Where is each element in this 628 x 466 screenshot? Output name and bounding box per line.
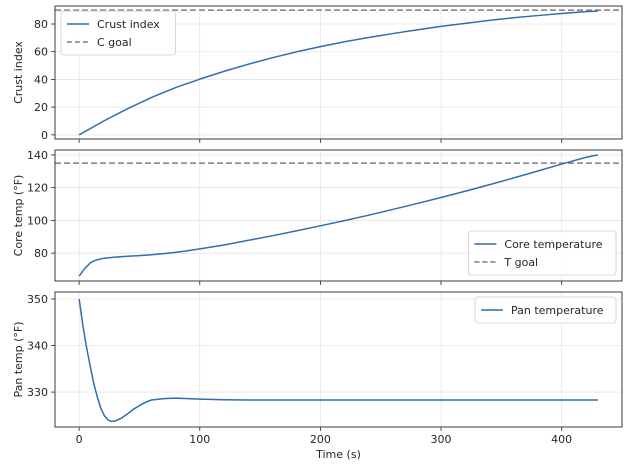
series-line-core-temperature: [78, 154, 599, 277]
y-tick-label: 100: [27, 214, 48, 227]
legend-box: [467, 230, 617, 276]
subplot-3: 0 100 200 300 400 330 340 350 Pan temp (°F) Time …: [12, 291, 623, 461]
y-tick-label: 40: [34, 73, 48, 86]
y-tick-label: 80: [34, 247, 48, 260]
series-line-pan-temperature: [78, 298, 598, 423]
x-tick-label: 300: [431, 433, 452, 446]
y-axis-label: Crust index: [12, 41, 25, 104]
legend-label: Pan temperature: [511, 304, 604, 317]
legend: Crust index C goal: [60, 10, 176, 56]
legend: Pan temperature: [474, 296, 617, 324]
x-tick-label: 200: [310, 433, 331, 446]
legend-label: C goal: [97, 36, 132, 49]
axes-frame: [54, 291, 623, 428]
x-tick-label: 400: [551, 433, 572, 446]
y-tick-label: 0: [41, 129, 48, 142]
y-tick-label: 330: [27, 386, 48, 399]
legend-label: Core temperature: [504, 238, 602, 251]
axes-frame: [54, 5, 623, 140]
legend-label: T goal: [503, 256, 538, 269]
legend: Core temperature T goal: [467, 230, 617, 276]
legend-box: [60, 10, 176, 56]
x-tick-label: 100: [189, 433, 210, 446]
y-tick-label: 80: [34, 18, 48, 31]
axes-frame: [54, 149, 623, 282]
y-tick-label: 60: [34, 46, 48, 59]
x-tick-label: 0: [76, 433, 83, 446]
y-tick-label: 140: [27, 149, 48, 162]
y-tick-label: 20: [34, 101, 48, 114]
legend-label: Crust index: [97, 18, 160, 31]
y-tick-label: 350: [27, 293, 48, 306]
y-axis-label: Core temp (°F): [12, 175, 25, 257]
y-axis-label: Pan temp (°F): [12, 321, 25, 397]
series-line-crust-index: [78, 10, 598, 136]
subplot-1: 0 20 40 60 80 Crust index Crust index C goal: [12, 5, 623, 143]
y-tick-label: 340: [27, 340, 48, 353]
x-axis-label: Time (s): [315, 448, 361, 461]
legend-box: [474, 296, 617, 324]
y-tick-label: 120: [27, 182, 48, 195]
